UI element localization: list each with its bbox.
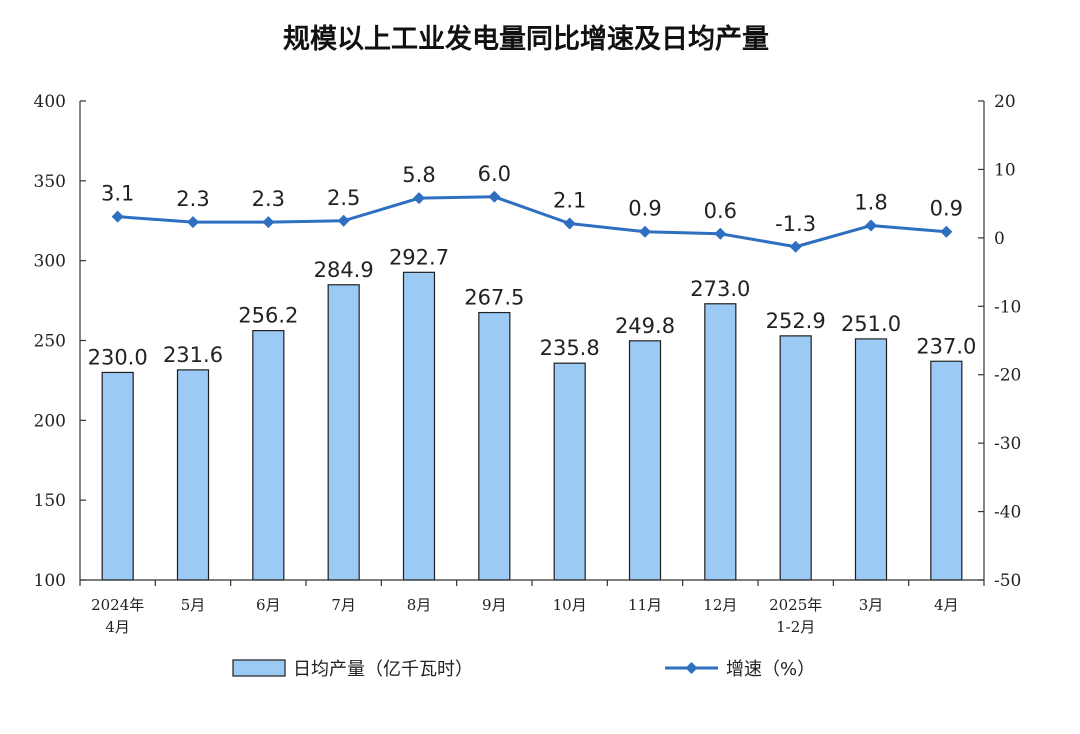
bar (779, 335, 812, 581)
bar-data-label: 251.0 (841, 312, 901, 336)
x-axis-tick-label: 12月 (703, 596, 737, 614)
x-axis-tick-label: 7月 (331, 596, 356, 614)
legend-bar-swatch (232, 659, 286, 677)
left-axis-tick-label: 150 (34, 491, 66, 511)
left-axis-tick-label: 300 (34, 252, 66, 272)
right-axis-tick-label: -50 (994, 571, 1021, 591)
line-data-label: 2.5 (327, 186, 360, 210)
bar (478, 311, 511, 581)
line-marker (413, 192, 425, 205)
line-data-label: 0.9 (628, 197, 661, 221)
line-data-label: -1.3 (775, 212, 816, 236)
left-axis-tick-label: 400 (34, 92, 66, 112)
line-marker (865, 219, 877, 232)
right-axis-tick-label: -20 (994, 366, 1021, 386)
line-marker (789, 240, 802, 253)
line-data-label: 2.3 (252, 187, 285, 211)
x-axis-tick-label: 4月 (105, 618, 130, 636)
line-data-label: 1.8 (854, 191, 887, 215)
left-axis-tick-label: 200 (34, 411, 66, 431)
bar (930, 360, 963, 581)
x-axis-tick-label: 4月 (934, 596, 959, 614)
x-axis-tick-label: 6月 (256, 596, 281, 614)
line-data-label: 2.3 (176, 187, 209, 211)
line-marker (187, 216, 199, 229)
right-axis-tick-label: 0 (994, 229, 1005, 249)
line-marker (488, 190, 501, 203)
plot-area: 230.0 231.6 256.2 284.9 292.7 267.5 235.8 249.8… (34, 92, 1022, 636)
x-axis-tick-label: 8月 (407, 596, 432, 614)
bar-data-label: 252.9 (766, 309, 826, 333)
bar (176, 369, 210, 581)
bar-data-label: 231.6 (163, 343, 223, 367)
bar-data-label: 284.9 (314, 258, 374, 282)
bar (402, 271, 436, 581)
line-marker (940, 225, 953, 238)
bar-data-label: 256.2 (238, 304, 298, 328)
bar (628, 340, 662, 581)
right-axis-tick-label: -30 (994, 434, 1021, 454)
line-marker (111, 210, 124, 223)
x-axis-tick-label: 2025年 (769, 596, 822, 614)
right-axis-tick-label: -10 (994, 297, 1021, 317)
x-axis-tick-label: 2024年 (91, 596, 144, 614)
x-axis-tick-label: 11月 (628, 596, 662, 614)
bar (553, 362, 586, 581)
line-data-label: 5.8 (402, 163, 435, 187)
left-axis-tick-label: 100 (34, 571, 66, 591)
right-axis-tick-label: 10 (994, 160, 1016, 180)
line-marker (639, 225, 651, 238)
bar-data-label: 273.0 (690, 277, 750, 301)
line-marker (563, 217, 576, 230)
line-marker (262, 216, 275, 229)
line-data-label: 0.6 (704, 199, 737, 223)
line-data-label: 2.1 (553, 188, 586, 212)
growth-line (117, 195, 947, 249)
right-axis-tick-label: -40 (994, 503, 1021, 523)
bar-data-label: 292.7 (389, 245, 449, 269)
bar (854, 338, 888, 581)
x-axis-tick-label: 3月 (859, 596, 884, 614)
x-axis-tick-label: 5月 (181, 596, 206, 614)
left-axis-tick-label: 350 (34, 172, 66, 192)
bar (327, 284, 360, 581)
bar (704, 303, 737, 581)
line-data-label: 0.9 (930, 197, 963, 221)
chart-title: 规模以上工业发电量同比增速及日均产量 (283, 23, 769, 55)
line-data-label: 3.1 (101, 182, 134, 206)
x-axis-tick-label: 10月 (553, 596, 587, 614)
x-axis-tick-label: 9月 (482, 596, 507, 614)
bar (101, 371, 134, 581)
bar-data-label: 235.8 (540, 336, 600, 360)
x-axis-tick-label: 1-2月 (776, 618, 815, 636)
bar (252, 330, 285, 581)
line-marker (714, 227, 727, 240)
right-axis-tick-label: 20 (994, 92, 1016, 112)
legend-line-label: 增速（%） (726, 659, 815, 680)
bar-data-label: 267.5 (464, 286, 524, 310)
bar-data-label: 230.0 (88, 345, 148, 369)
line-data-label: 6.0 (478, 162, 511, 186)
left-axis-tick-label: 250 (34, 332, 66, 352)
bar-data-label: 237.0 (916, 334, 976, 358)
bar-data-label: 249.8 (615, 314, 675, 338)
legend-bar-label: 日均产量（亿千瓦时） (293, 659, 473, 680)
line-marker (337, 214, 350, 227)
legend: 日均产量（亿千瓦时） 增速（%） (232, 659, 815, 680)
legend-line-marker (685, 662, 698, 674)
